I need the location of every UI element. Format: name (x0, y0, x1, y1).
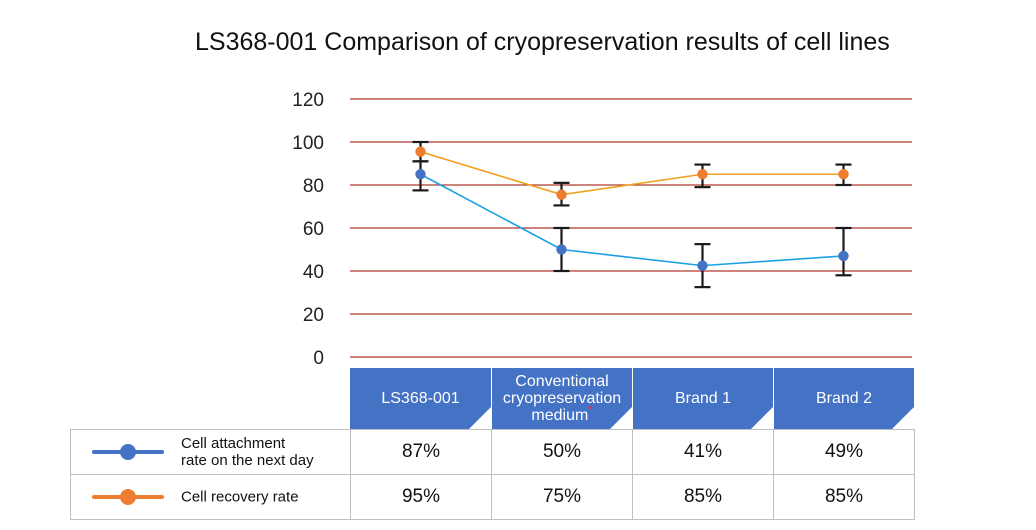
y-tick-label: 120 (292, 90, 324, 111)
legend-marker (120, 444, 136, 460)
y-tick-label: 20 (303, 305, 324, 326)
category-label-line: Conventional (515, 373, 609, 390)
header-corner-fold (610, 407, 632, 429)
series-line (420, 173, 844, 267)
header-corner-fold (469, 407, 491, 429)
y-tick-label: 0 (313, 348, 324, 369)
y-tick-label: 40 (303, 262, 324, 283)
category-label-line: Brand 1 (674, 390, 732, 407)
legend-label-line: rate on the next day (181, 452, 314, 469)
category-header-cell: Conventional cryopreservation medium* (492, 368, 632, 429)
category-header-cell: Brand 1 (633, 368, 773, 429)
data-table: Cell attachment rate on the next day 87% 50… (70, 429, 915, 520)
category-label-line: cryopreservation (502, 390, 622, 407)
y-tick-label: 80 (303, 176, 324, 197)
table-cell: 75% (491, 474, 633, 520)
category-header-cell: LS368-001 (350, 368, 491, 429)
legend-marker (120, 489, 136, 505)
y-tick-label: 60 (303, 219, 324, 240)
table-row: Cell recovery rate 95% 75% 85% 85% (70, 474, 915, 520)
table-cell: 85% (632, 474, 774, 520)
header-corner-fold (892, 407, 914, 429)
line-chart-plot: 0 20 40 60 80 100 120 (292, 90, 912, 369)
category-label: Brand 1 (675, 390, 731, 407)
series-0 (412, 160, 852, 289)
data-point (838, 250, 849, 262)
table-cell: 87% (350, 429, 492, 475)
legend-label: Cell recovery rate (181, 489, 299, 506)
legend-label-line: Cell attachment (181, 435, 286, 452)
data-point (556, 189, 567, 200)
data-point (697, 260, 708, 271)
category-label-line: Brand 2 (815, 390, 873, 407)
legend-cell: Cell recovery rate (70, 474, 351, 520)
data-point (415, 169, 426, 180)
category-label: Brand 2 (816, 390, 872, 407)
legend-cell: Cell attachment rate on the next day (70, 429, 351, 475)
legend-label: Cell attachment rate on the next day (181, 435, 314, 469)
y-tick-label: 100 (292, 133, 324, 154)
series-line (420, 150, 844, 196)
table-cell: 95% (350, 474, 492, 520)
series-layer (412, 140, 852, 289)
table-cell: 50% (491, 429, 633, 475)
legend-label-line: Cell recovery rate (181, 488, 299, 506)
gridlines (350, 98, 912, 358)
y-axis-ticks: 0 20 40 60 80 100 120 (292, 90, 324, 369)
category-label-line: LS368-001 (381, 390, 460, 407)
category-header-cell: Brand 2 (774, 368, 914, 429)
chart-title: LS368-001 Comparison of cryopreservation… (195, 28, 890, 56)
footnote-asterisk: * (588, 404, 593, 417)
category-label: Conventional cryopreservation medium* (503, 373, 621, 424)
header-corner-fold (751, 407, 773, 429)
category-label-line: medium (531, 407, 589, 424)
data-point (697, 169, 708, 180)
table-cell: 85% (773, 474, 915, 520)
data-point (556, 244, 567, 255)
data-point (415, 146, 426, 157)
table-cell: 49% (773, 429, 915, 475)
series-1 (412, 140, 852, 207)
data-point (838, 169, 849, 180)
table-cell: 41% (632, 429, 774, 475)
category-label: LS368-001 (381, 390, 459, 407)
table-row: Cell attachment rate on the next day 87% 50… (70, 429, 915, 475)
